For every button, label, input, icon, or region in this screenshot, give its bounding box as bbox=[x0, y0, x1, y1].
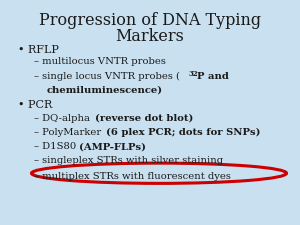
Text: (reverse dot blot): (reverse dot blot) bbox=[95, 114, 194, 123]
Text: P and: P and bbox=[197, 72, 229, 81]
Text: Progression of DNA Typing: Progression of DNA Typing bbox=[39, 12, 261, 29]
Text: – multiplex STRs with fluorescent dyes: – multiplex STRs with fluorescent dyes bbox=[34, 172, 231, 181]
Text: – PolyMarker: – PolyMarker bbox=[34, 128, 105, 137]
Text: – singleplex STRs with silver staining: – singleplex STRs with silver staining bbox=[34, 156, 224, 165]
Text: (AMP-FLPs): (AMP-FLPs) bbox=[79, 142, 146, 151]
Text: • PCR: • PCR bbox=[18, 100, 52, 110]
Text: • RFLP: • RFLP bbox=[18, 45, 59, 55]
Text: – D1S80: – D1S80 bbox=[34, 142, 80, 151]
Text: 32: 32 bbox=[188, 70, 198, 78]
Text: – single locus VNTR probes (: – single locus VNTR probes ( bbox=[34, 72, 180, 81]
Text: Markers: Markers bbox=[116, 28, 184, 45]
Text: – multilocus VNTR probes: – multilocus VNTR probes bbox=[34, 57, 167, 66]
Text: chemiluminescence): chemiluminescence) bbox=[46, 86, 163, 95]
Text: (6 plex PCR; dots for SNPs): (6 plex PCR; dots for SNPs) bbox=[106, 128, 260, 137]
Text: – DQ-alpha: – DQ-alpha bbox=[34, 114, 94, 123]
